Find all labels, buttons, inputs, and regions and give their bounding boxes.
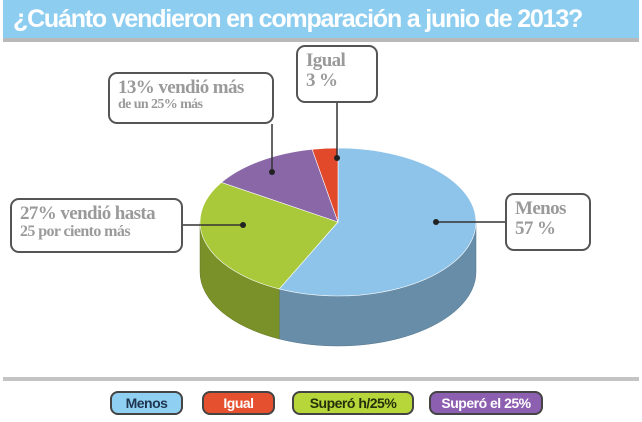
callout-supero-h-line2: 25 por ciento más	[20, 222, 131, 240]
callout-igual-line1: Igual	[306, 50, 346, 71]
leader-dot-0	[334, 155, 340, 161]
leader-dot-3	[433, 219, 439, 225]
pie-slice-super-h-25-	[199, 182, 339, 290]
pie-slice-igual	[311, 147, 339, 223]
callout-igual-line2: 3 %	[306, 69, 338, 91]
callout-supero-el-line1: 13% vendió más	[118, 77, 244, 98]
callout-menos-line1: Menos	[515, 198, 566, 219]
pie-slice-super-el-25-	[220, 148, 339, 223]
leader-dot-1	[269, 169, 275, 175]
title-bar: ¿Cuánto vendieron en comparación a junio…	[3, 0, 639, 42]
callout-menos-line2: 57 %	[515, 217, 556, 239]
callout-supero-h: 27% vendió hasta 25 por ciento más	[10, 198, 183, 253]
callout-menos: Menos 57 %	[505, 193, 591, 251]
callout-supero-el: 13% vendió más de un 25% más	[108, 72, 274, 124]
legend-item-supero-h: Superó h/25%	[292, 391, 414, 415]
pie-slice-menos	[278, 147, 477, 297]
callout-supero-el-line2: de un 25% más	[118, 96, 203, 112]
divider	[3, 377, 639, 381]
chart-title: ¿Cuánto vendieron en comparación a junio…	[13, 5, 583, 33]
callout-igual: Igual 3 %	[296, 45, 378, 103]
leader-dot-2	[240, 222, 246, 228]
legend-item-supero-el: Superó el 25%	[429, 391, 543, 415]
legend-item-igual: Igual	[202, 391, 275, 415]
legend-item-menos: Menos	[110, 391, 183, 415]
callout-supero-h-line1: 27% vendió hasta	[20, 203, 156, 224]
